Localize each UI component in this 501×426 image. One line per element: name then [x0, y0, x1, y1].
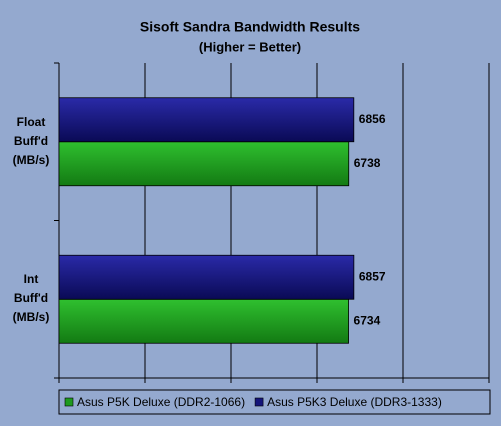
legend-label: Asus P5K Deluxe (DDR2-1066)	[77, 395, 245, 409]
bar	[58, 254, 355, 300]
data-label: 6856	[359, 112, 386, 126]
bar	[58, 97, 355, 143]
y-tick-label: Float Buff'd (MB/s)	[12, 114, 50, 167]
bar	[58, 298, 349, 344]
legend-swatch	[64, 397, 74, 407]
chart-subtitle: (Higher = Better)	[199, 39, 301, 54]
legend-box	[58, 389, 491, 415]
legend-swatch	[254, 397, 264, 407]
data-label: 6738	[354, 156, 381, 170]
data-label: 6734	[354, 313, 381, 327]
data-label: 6857	[359, 269, 386, 283]
legend-label: Asus P5K3 Deluxe (DDR3-1333)	[267, 395, 442, 409]
bar	[58, 141, 350, 187]
y-tick-label: Int Buff'd (MB/s)	[12, 272, 50, 325]
chart-title: Sisoft Sandra Bandwidth Results	[140, 19, 360, 35]
